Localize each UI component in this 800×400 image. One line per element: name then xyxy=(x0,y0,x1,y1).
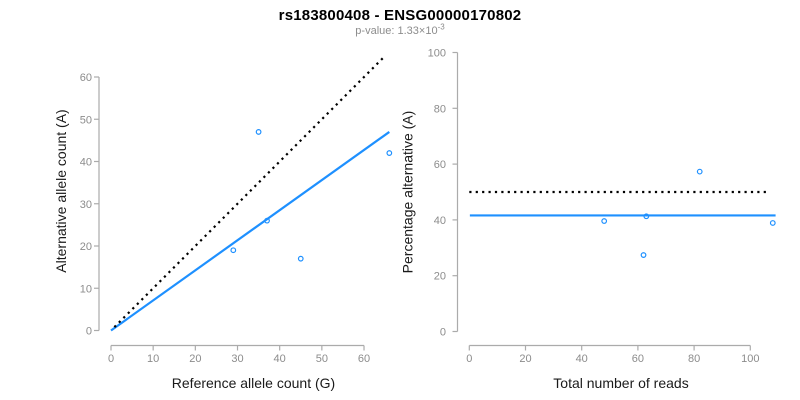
y-tick-label: 80 xyxy=(434,103,446,115)
x-tick-label: 50 xyxy=(316,353,328,365)
data-point xyxy=(696,168,703,175)
figure-title: rs183800408 - ENSG00000170802 xyxy=(278,7,522,24)
left-y-axis-label: Alternative allele count (A) xyxy=(53,109,69,272)
right-x-axis-label: Total number of reads xyxy=(553,375,688,391)
x-tick-label: 30 xyxy=(231,353,243,365)
y-tick-label: 60 xyxy=(80,72,92,84)
x-tick-label: 20 xyxy=(189,353,201,365)
right-plot-generated: 0 20 40 60 80 100 0 20 40 60 80 100 xyxy=(428,48,776,365)
data-point xyxy=(230,247,237,254)
left-scatter-plot: 0 10 20 30 40 50 60 0 10 20 30 40 50 60 Reference all… xyxy=(53,55,393,391)
pvalue-exponent: -3 xyxy=(437,22,445,32)
y-tick-label: 20 xyxy=(80,241,92,253)
y-tick-label: 0 xyxy=(440,327,446,339)
x-tick-label: 0 xyxy=(108,353,114,365)
x-tick-label: 60 xyxy=(632,353,644,365)
data-point xyxy=(255,129,262,135)
data-point xyxy=(297,255,304,262)
y-tick-label: 40 xyxy=(80,157,92,169)
y-tick-label: 30 xyxy=(80,199,92,211)
y-tick-label: 0 xyxy=(86,326,92,338)
data-point xyxy=(769,220,776,226)
x-tick-label: 40 xyxy=(274,353,286,365)
figure-subtitle: p-value: 1.33×10-3 xyxy=(0,22,800,37)
y-tick-label: 10 xyxy=(80,283,92,295)
x-tick-label: 100 xyxy=(741,353,759,365)
y-tick-label: 100 xyxy=(428,48,446,60)
x-tick-label: 0 xyxy=(466,353,472,365)
fitted-ratio-line xyxy=(110,131,390,332)
y-tick-label: 20 xyxy=(434,271,446,283)
x-tick-label: 10 xyxy=(147,353,159,365)
y-tick-label: 40 xyxy=(434,215,446,227)
identity-line xyxy=(113,55,386,328)
data-point xyxy=(386,150,393,156)
pvalue-text: p-value: 1.33×10 xyxy=(355,25,438,37)
left-x-axis-label: Reference allele count (G) xyxy=(172,375,335,391)
data-point xyxy=(640,252,647,258)
right-y-axis-label: Percentage alternative (A) xyxy=(400,111,416,274)
y-tick-label: 50 xyxy=(80,114,92,126)
left-plot-generated: 0 10 20 30 40 50 60 0 10 20 30 40 50 60 xyxy=(80,55,393,365)
y-tick-label: 60 xyxy=(434,159,446,171)
x-tick-label: 80 xyxy=(688,353,700,365)
x-tick-label: 20 xyxy=(519,353,531,365)
right-scatter-plot: 0 20 40 60 80 100 0 20 40 60 80 100 Total number of… xyxy=(400,48,776,391)
x-tick-label: 40 xyxy=(576,353,588,365)
x-tick-label: 60 xyxy=(358,353,370,365)
data-point xyxy=(264,217,270,224)
data-point xyxy=(643,213,650,220)
data-point xyxy=(601,218,608,224)
